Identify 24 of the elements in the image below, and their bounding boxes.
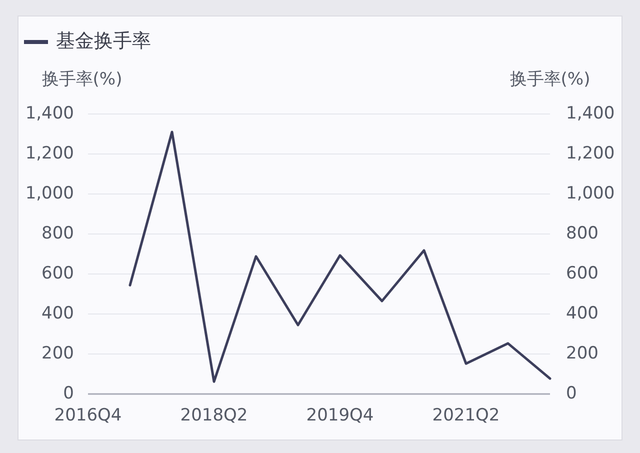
y-tick-label: 0 bbox=[63, 384, 74, 404]
y2-tick-label: 200 bbox=[566, 344, 598, 364]
y2-tick-label: 800 bbox=[566, 224, 598, 244]
y-tick-label: 800 bbox=[42, 224, 74, 244]
y2-tick-label: 0 bbox=[566, 384, 577, 404]
y2-tick-label: 1,400 bbox=[566, 104, 615, 124]
y-tick-label: 400 bbox=[42, 304, 74, 324]
y2-tick-label: 600 bbox=[566, 264, 598, 284]
legend-label: 基金换手率 bbox=[56, 30, 151, 52]
y-tick-label: 1,200 bbox=[25, 144, 74, 164]
y-tick-label: 200 bbox=[42, 344, 74, 364]
y-tick-label: 1,400 bbox=[25, 104, 74, 124]
x-tick-label: 2019Q4 bbox=[306, 406, 374, 426]
y2-tick-label: 1,200 bbox=[566, 144, 615, 164]
line-series bbox=[128, 130, 552, 383]
x-tick-label: 2018Q2 bbox=[180, 406, 248, 426]
y2-tick-label: 1,000 bbox=[566, 184, 615, 204]
y2-axis-title: 换手率(%) bbox=[510, 70, 590, 90]
y-tick-label: 600 bbox=[42, 264, 74, 284]
y2-tick-label: 400 bbox=[566, 304, 598, 324]
x-tick-label: 2021Q2 bbox=[432, 406, 500, 426]
y-axis-title: 换手率(%) bbox=[42, 70, 122, 90]
y-tick-label: 1,000 bbox=[25, 184, 74, 204]
x-tick-label: 2016Q4 bbox=[54, 406, 122, 426]
